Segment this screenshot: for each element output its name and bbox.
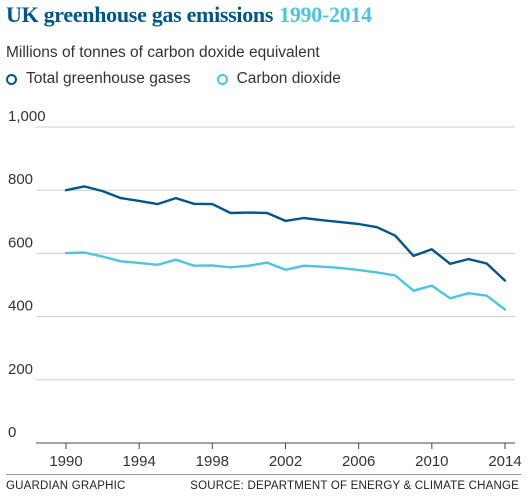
footer-source: SOURCE: DEPARTMENT OF ENERGY & CLIMATE C… [190, 480, 519, 492]
x-tick-label: 2006 [342, 453, 375, 470]
legend-item-co2: Carbon dioxide [216, 70, 341, 88]
legend-label-co2: Carbon dioxide [236, 70, 341, 87]
series-line-carbon-dioxide [64, 251, 507, 311]
legend-marker-total-icon [6, 73, 17, 85]
y-tick-label: 600 [8, 234, 33, 251]
legend-marker-co2-icon [216, 73, 228, 85]
footer-credit: GUARDIAN GRAPHIC [6, 480, 126, 492]
x-tick-label: 1998 [196, 453, 229, 470]
chart-legend: Total greenhouse gases Carbon dioxide [6, 70, 367, 88]
x-tick-label: 2014 [488, 453, 521, 470]
chart-title: UK greenhouse gas emissions 1990-2014 [6, 2, 372, 28]
series-line-total-greenhouse-gases [64, 185, 507, 282]
x-tick-label: 1994 [122, 453, 155, 470]
y-tick-label: 200 [8, 361, 33, 378]
chart-subtitle: Millions of tonnes of carbon doxide equi… [6, 44, 320, 61]
y-tick-label: 400 [8, 298, 33, 315]
legend-label-total: Total greenhouse gases [26, 70, 191, 87]
y-tick-label: 800 [8, 171, 33, 188]
x-tick-label: 2010 [415, 453, 448, 470]
chart-title-years: 1990-2014 [279, 2, 372, 27]
footer-divider [6, 474, 521, 475]
x-tick-label: 1990 [49, 453, 82, 470]
chart-title-main: UK greenhouse gas emissions [6, 2, 274, 27]
y-tick-label: 0 [8, 424, 16, 441]
legend-item-total: Total greenhouse gases [6, 70, 191, 88]
y-tick-label: 1,000 [8, 108, 46, 125]
x-tick-label: 2002 [269, 453, 302, 470]
